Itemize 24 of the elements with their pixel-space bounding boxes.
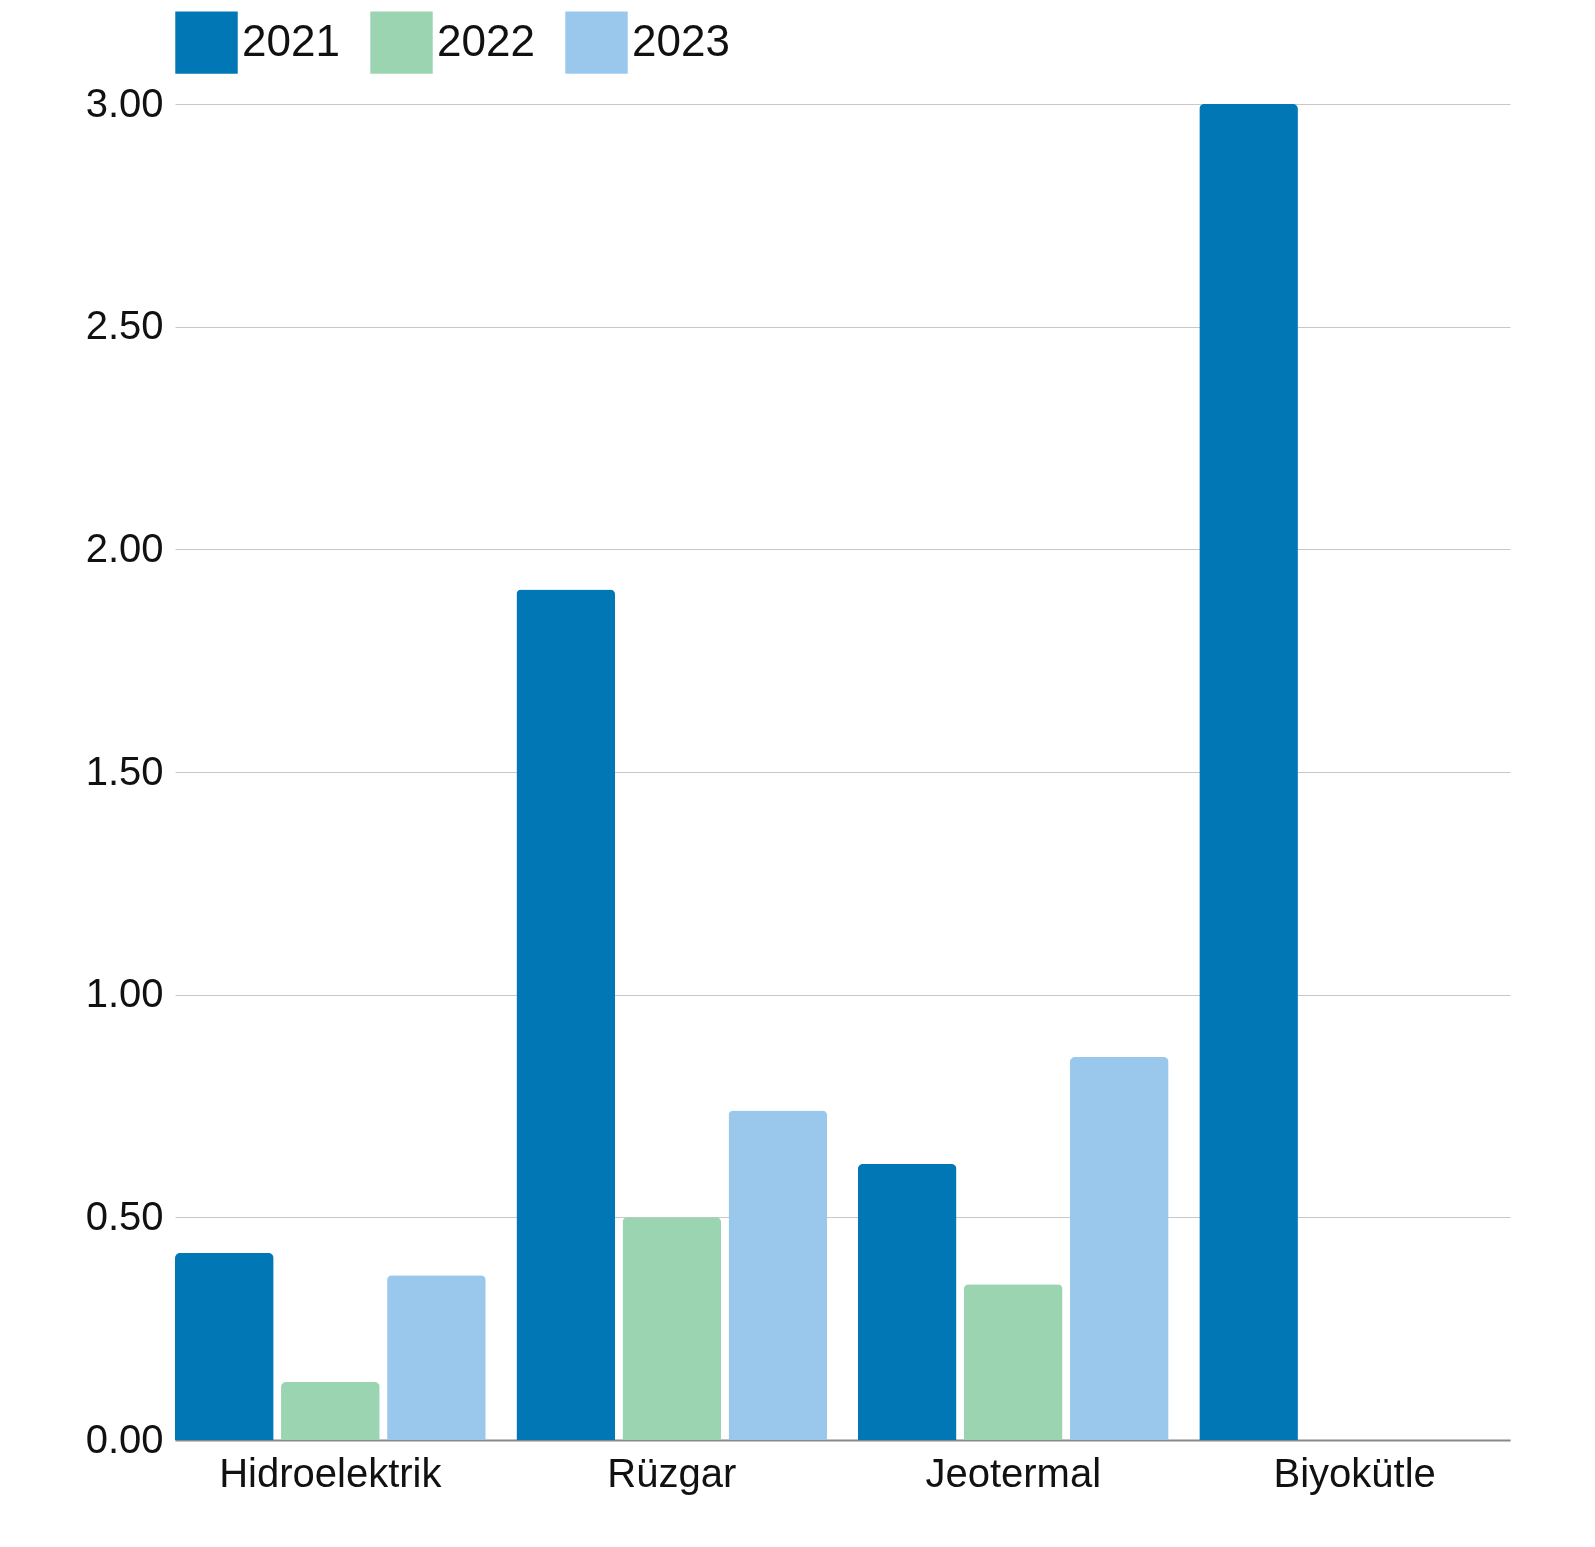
y-tick-label: 0.00 [85,1416,164,1461]
x-tick-label: Hidroelektrik [219,1450,443,1495]
bar [1069,1057,1169,1440]
bar [387,1275,486,1440]
y-tick-label: 1.00 [85,971,164,1016]
y-tick-label: 0.50 [85,1193,164,1238]
bar [175,1252,274,1440]
bar [281,1382,380,1440]
bar [728,1110,828,1440]
bar [857,1163,957,1440]
bar [963,1284,1063,1440]
bar [1199,104,1298,1440]
y-tick-label: 2.50 [85,303,164,348]
x-tick-label: Rüzgar [607,1450,737,1495]
y-tick-label: 1.50 [85,748,164,793]
y-tick-label: 3.00 [85,80,164,125]
legend-label: 2022 [437,15,535,65]
y-tick-label: 2.00 [85,525,164,570]
x-tick-label: Biyokütle [1273,1450,1436,1495]
legend-label: 2021 [242,15,340,65]
x-tick-label: Jeotermal [925,1450,1102,1495]
legend-label: 2023 [632,15,730,65]
bar [516,589,616,1440]
bar [622,1217,722,1440]
